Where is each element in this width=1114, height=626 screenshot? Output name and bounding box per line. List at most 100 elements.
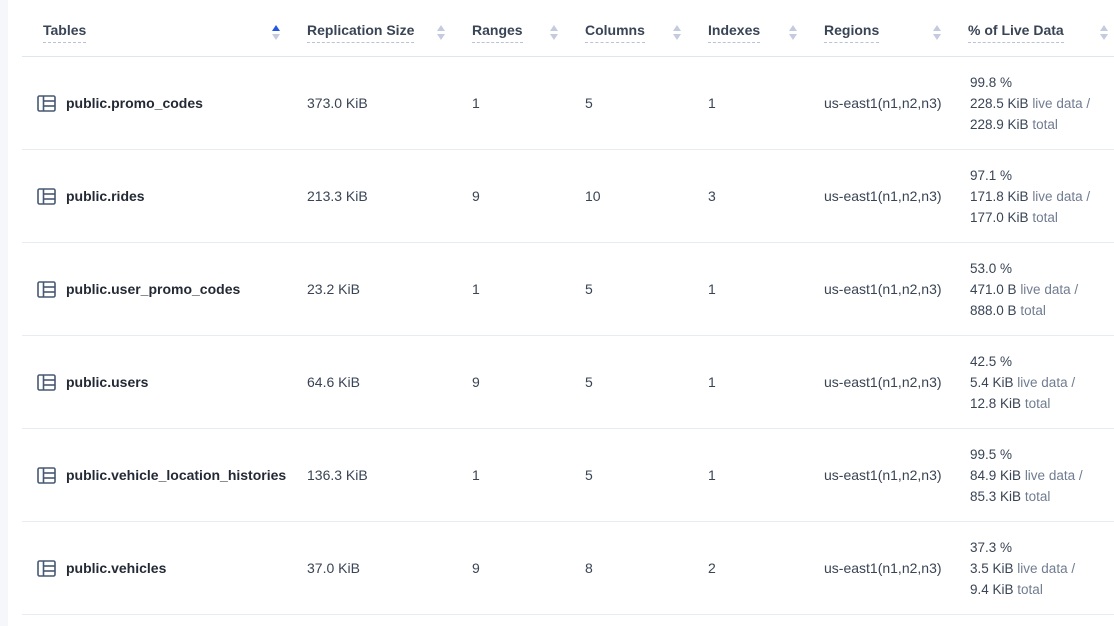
replication-size-cell: 136.3 KiB [307, 467, 368, 483]
total-data-amount: 177.0 KiB total [970, 209, 1058, 225]
table-row: public.user_promo_codes 23.2 KiB 1 5 1 u… [22, 243, 1114, 336]
total-data-amount: 85.3 KiB total [970, 488, 1051, 504]
ranges-cell: 1 [472, 467, 480, 483]
live-data-percent: 97.1 % [970, 167, 1013, 183]
table-icon [37, 559, 56, 577]
replication-size-cell: 23.2 KiB [307, 281, 360, 297]
live-data-cell: 99.5 % 84.9 KiB live data / 85.3 KiB tot… [956, 429, 1114, 521]
columns-cell: 5 [585, 467, 593, 483]
sort-icon[interactable] [550, 24, 558, 40]
sort-icon[interactable] [437, 24, 445, 40]
column-header-label: Replication Size [307, 22, 415, 43]
live-data-amount: 5.4 KiB live data / [970, 374, 1076, 390]
column-header-label: Tables [43, 22, 87, 43]
table-name-link[interactable]: public.rides [66, 188, 145, 204]
table-name-link[interactable]: public.user_promo_codes [66, 281, 241, 297]
columns-cell: 5 [585, 281, 593, 297]
regions-cell: us-east1(n1,n2,n3) [824, 560, 942, 576]
tables-panel: Tables Replication Size Ranges Columns I… [8, 0, 1114, 626]
table-icon [37, 466, 56, 484]
table-row: public.users 64.6 KiB 9 5 1 us-east1(n1,… [22, 336, 1114, 429]
column-header-label: Indexes [708, 22, 761, 43]
live-data-percent: 99.5 % [970, 446, 1013, 462]
column-header-indexes[interactable]: Indexes [696, 0, 812, 56]
ranges-cell: 9 [472, 560, 480, 576]
regions-cell: us-east1(n1,n2,n3) [824, 467, 942, 483]
columns-cell: 8 [585, 560, 593, 576]
column-header-ranges[interactable]: Ranges [460, 0, 573, 56]
indexes-cell: 1 [708, 281, 716, 297]
indexes-cell: 1 [708, 374, 716, 390]
table-name-link[interactable]: public.vehicles [66, 560, 167, 576]
live-data-amount: 228.5 KiB live data / [970, 95, 1091, 111]
table-header-row: Tables Replication Size Ranges Columns I… [22, 0, 1114, 57]
live-data-cell: 97.1 % 171.8 KiB live data / 177.0 KiB t… [956, 150, 1114, 242]
table-name-link[interactable]: public.users [66, 374, 149, 390]
ranges-cell: 1 [472, 281, 480, 297]
indexes-cell: 1 [708, 467, 716, 483]
column-header-live-data[interactable]: % of Live Data [956, 0, 1114, 56]
table-name-cell: public.user_promo_codes [22, 243, 295, 335]
live-data-amount: 84.9 KiB live data / [970, 467, 1083, 483]
column-header-replication-size[interactable]: Replication Size [295, 0, 460, 56]
table-name-link[interactable]: public.promo_codes [66, 95, 203, 111]
ranges-cell: 1 [472, 95, 480, 111]
live-data-percent: 37.3 % [970, 539, 1013, 555]
live-data-amount: 3.5 KiB live data / [970, 560, 1076, 576]
column-header-regions[interactable]: Regions [812, 0, 956, 56]
table-icon [37, 280, 56, 298]
live-data-percent: 99.8 % [970, 74, 1013, 90]
regions-cell: us-east1(n1,n2,n3) [824, 188, 942, 204]
regions-cell: us-east1(n1,n2,n3) [824, 374, 942, 390]
table-name-cell: public.rides [22, 150, 295, 242]
column-header-label: Ranges [472, 22, 523, 43]
regions-cell: us-east1(n1,n2,n3) [824, 281, 942, 297]
table-name-cell: public.vehicles [22, 522, 295, 614]
table-row: public.vehicles 37.0 KiB 9 8 2 us-east1(… [22, 522, 1114, 615]
replication-size-cell: 213.3 KiB [307, 188, 368, 204]
table-icon [37, 187, 56, 205]
columns-cell: 5 [585, 95, 593, 111]
replication-size-cell: 64.6 KiB [307, 374, 360, 390]
live-data-percent: 42.5 % [970, 353, 1013, 369]
table-row: public.rides 213.3 KiB 9 10 3 us-east1(n… [22, 150, 1114, 243]
total-data-amount: 888.0 B total [970, 302, 1046, 318]
replication-size-cell: 373.0 KiB [307, 95, 368, 111]
indexes-cell: 1 [708, 95, 716, 111]
ranges-cell: 9 [472, 374, 480, 390]
live-data-percent: 53.0 % [970, 260, 1013, 276]
regions-cell: us-east1(n1,n2,n3) [824, 95, 942, 111]
table-row: public.vehicle_location_histories 136.3 … [22, 429, 1114, 522]
table-name-cell: public.promo_codes [22, 57, 295, 149]
table-body: public.promo_codes 373.0 KiB 1 5 1 us-ea… [22, 57, 1114, 615]
replication-size-cell: 37.0 KiB [307, 560, 360, 576]
sort-icon[interactable] [272, 24, 280, 40]
table-row: public.promo_codes 373.0 KiB 1 5 1 us-ea… [22, 57, 1114, 150]
live-data-cell: 99.8 % 228.5 KiB live data / 228.9 KiB t… [956, 57, 1114, 149]
live-data-cell: 42.5 % 5.4 KiB live data / 12.8 KiB tota… [956, 336, 1114, 428]
sort-icon[interactable] [673, 24, 681, 40]
total-data-amount: 228.9 KiB total [970, 116, 1058, 132]
column-header-label: % of Live Data [968, 22, 1064, 43]
total-data-amount: 12.8 KiB total [970, 395, 1051, 411]
columns-cell: 5 [585, 374, 593, 390]
indexes-cell: 3 [708, 188, 716, 204]
column-header-columns[interactable]: Columns [573, 0, 696, 56]
live-data-cell: 37.3 % 3.5 KiB live data / 9.4 KiB total [956, 522, 1114, 614]
columns-cell: 10 [585, 188, 601, 204]
table-icon [37, 373, 56, 391]
sort-icon[interactable] [789, 24, 797, 40]
indexes-cell: 2 [708, 560, 716, 576]
ranges-cell: 9 [472, 188, 480, 204]
sort-icon[interactable] [1100, 24, 1108, 40]
sort-icon[interactable] [933, 24, 941, 40]
column-header-tables[interactable]: Tables [22, 0, 295, 56]
table-name-cell: public.users [22, 336, 295, 428]
table-name-cell: public.vehicle_location_histories [22, 429, 295, 521]
table-icon [37, 94, 56, 112]
column-header-label: Regions [824, 22, 880, 43]
live-data-amount: 471.0 B live data / [970, 281, 1079, 297]
table-name-link[interactable]: public.vehicle_location_histories [66, 467, 287, 483]
tables-table: Tables Replication Size Ranges Columns I… [8, 0, 1114, 615]
